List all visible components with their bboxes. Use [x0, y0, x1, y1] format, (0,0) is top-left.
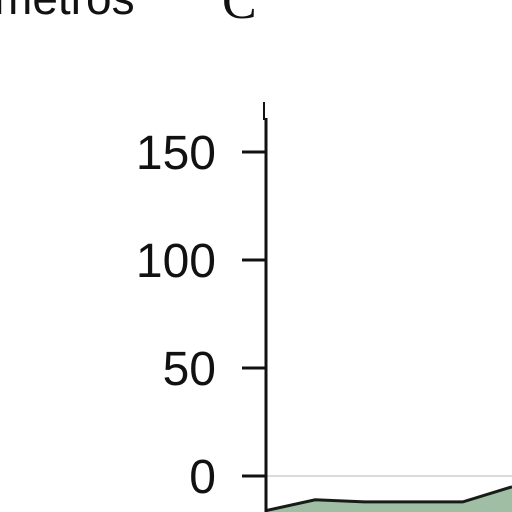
y-tick-label: 50: [163, 343, 216, 396]
y-tick-label: 100: [136, 235, 216, 288]
panel-letter: C: [222, 0, 257, 30]
area-layer: [265, 485, 512, 512]
y-tick-label: 0: [189, 451, 216, 504]
area-fill: [266, 486, 512, 512]
y-tick-label: 150: [136, 127, 216, 180]
header-text: metros: [0, 0, 135, 24]
area-outline: [265, 485, 512, 512]
y-ticks: 150 100 50 0: [136, 127, 266, 504]
